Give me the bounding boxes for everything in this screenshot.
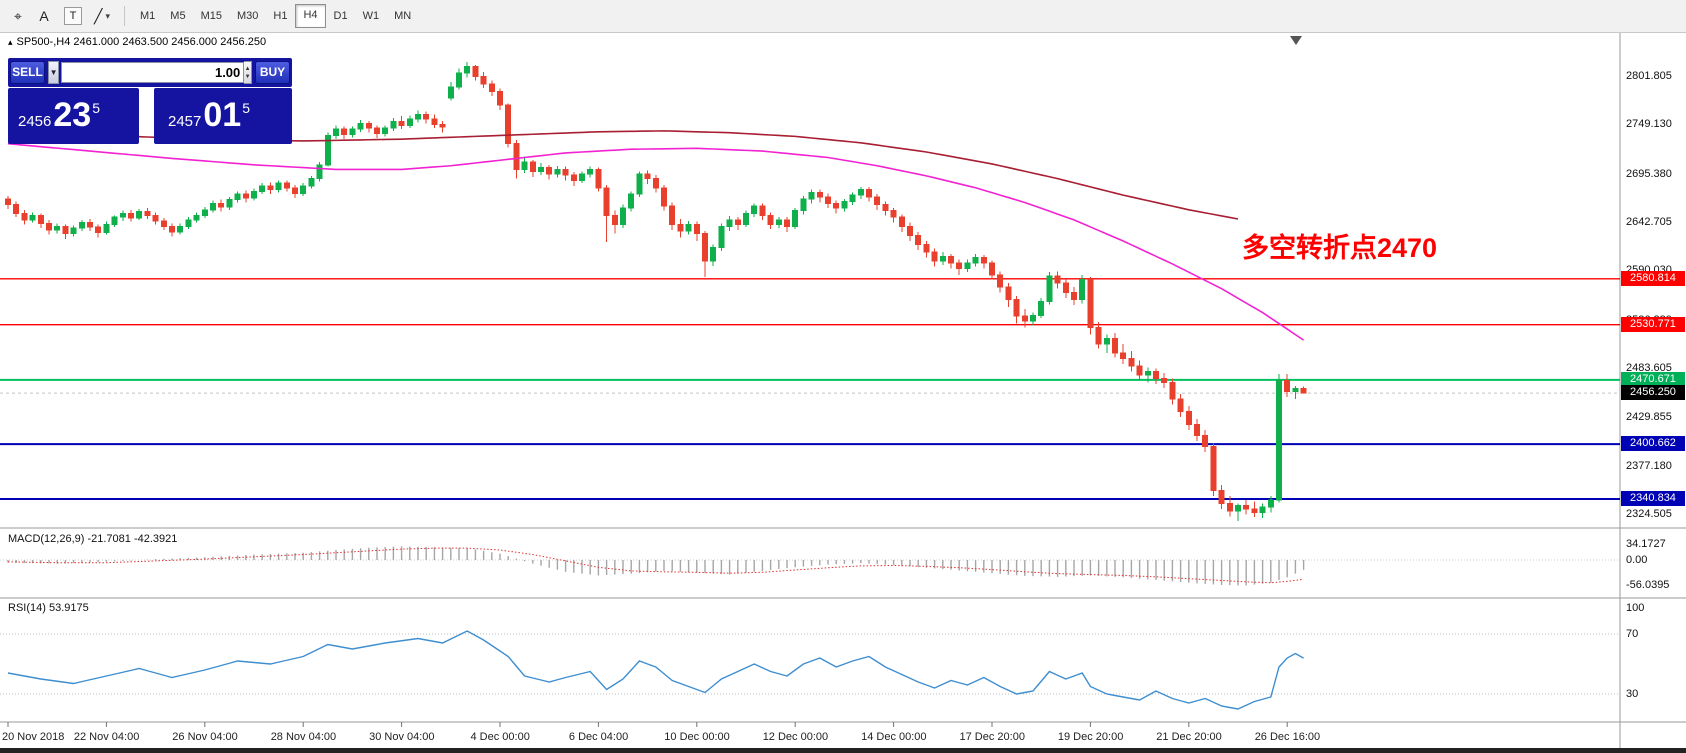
candlestick-series [5,62,1307,521]
crosshair-tool[interactable]: ⌖ [14,7,22,24]
window-bottom-edge [0,748,1686,753]
trendline-tool[interactable]: ╱ ▾ [94,7,110,24]
timeframe-button-M15[interactable]: M15 [200,10,222,22]
buy-price-small: 2457 [168,113,202,130]
macd-indicator-label: MACD(12,26,9) -21.7081 -42.3921 [8,533,178,545]
timeframe-button-W1[interactable]: W1 [362,10,380,22]
sell-button[interactable]: SELL [10,61,45,84]
dropdown-caret-icon: ▾ [105,10,110,21]
sell-price[interactable]: 2456 23 5 [8,88,139,144]
chevron-down-icon: ▼ [49,68,58,77]
volume-stepper[interactable]: ▲ ▼ [244,61,252,84]
toolbar-separator [124,6,125,26]
timeframe-button-M5[interactable]: M5 [170,10,186,22]
stepper-down-icon: ▼ [244,73,251,80]
macd-indicator-pane [0,546,1620,586]
volume-input[interactable] [61,62,245,83]
timeframe-button-M30[interactable]: M30 [236,10,259,22]
text-tool[interactable]: A [39,8,49,24]
buy-price-big: 01 [203,96,242,134]
sell-price-big: 23 [53,96,92,134]
symbol-ohlc-text: SP500-,H4 2461.000 2463.500 2456.000 245… [16,36,267,48]
buy-price-sup: 5 [242,100,250,116]
rsi-indicator-label: RSI(14) 53.9175 [8,602,89,614]
trade-panel-controls: SELL ▼ ▲ ▼ BUY [8,58,292,87]
panel-dividers [0,32,1686,748]
symbol-ohlc-line: ▴ SP500-,H4 2461.000 2463.500 2456.000 24… [8,36,266,48]
one-click-toggle-icon[interactable]: ▴ [8,37,13,47]
toolbar: ⌖ A T ╱ ▾ M1 M5 M15 M30 H1 H4 D1 W1 MN [0,0,1686,33]
rsi-indicator-pane [0,630,1620,710]
moving-average-lines [7,130,1305,341]
chart-annotation-text: 多空转折点2470 [1242,233,1438,263]
chart-shift-marker [7,36,1302,727]
text-label-tool[interactable]: T [64,7,82,25]
drawing-tools-group: ⌖ A T ╱ ▾ [0,5,116,27]
sell-price-small: 2456 [18,113,52,130]
horizontal-level-lines[interactable] [0,278,1620,501]
timeframe-button-MN[interactable]: MN [394,10,412,22]
buy-button[interactable]: BUY [254,61,290,84]
buy-price[interactable]: 2457 01 5 [154,88,292,144]
sell-price-sup: 5 [92,100,100,116]
timeframe-button-H4[interactable]: H4 [295,4,326,28]
timeframe-button-D1[interactable]: D1 [333,10,348,22]
one-click-trading-panel: SELL ▼ ▲ ▼ BUY 2456 23 5 2457 01 5 [8,58,292,144]
stepper-up-icon: ▲ [244,65,251,72]
timeframe-button-group: M1 M5 M15 M30 H1 H4 D1 W1 MN [133,4,419,28]
timeframe-button-H1[interactable]: H1 [273,10,288,22]
volume-dropdown-button[interactable]: ▼ [48,61,60,84]
timeframe-button-M1[interactable]: M1 [140,10,156,22]
trade-panel-prices: 2456 23 5 2457 01 5 [8,88,292,144]
